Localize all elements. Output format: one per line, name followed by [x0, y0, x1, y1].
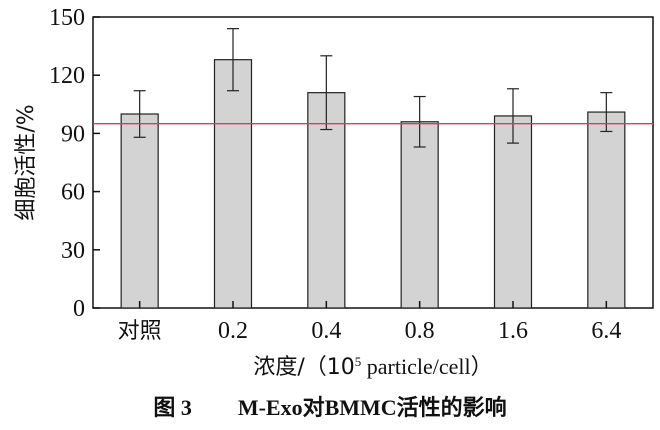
- bar: [587, 111, 626, 309]
- figure-title: M-Exo对BMMC活性的影响: [237, 395, 507, 420]
- y-tick-label: 30: [61, 238, 85, 264]
- bar: [120, 113, 159, 309]
- plot-area: [92, 16, 654, 309]
- x-axis-label-suffix: particle/cell）: [361, 354, 492, 379]
- bar: [400, 121, 439, 309]
- x-tick-label: 0.4: [311, 318, 341, 344]
- y-tick-label: 150: [49, 5, 85, 31]
- error-bars-group: [133, 28, 613, 148]
- figure-number: 图 3: [153, 395, 192, 420]
- y-axis-label: 细胞活性/%: [14, 104, 39, 220]
- bar: [213, 59, 253, 309]
- bar: [493, 115, 533, 309]
- plot-frame: [92, 16, 654, 309]
- x-axis-label-superscript: 5: [355, 354, 362, 369]
- x-tick-label: 1.6: [498, 318, 528, 344]
- x-axis: 对照 0.2 0.4 0.8 1.6 6.4: [118, 301, 621, 344]
- x-tick-label: 6.4: [591, 318, 621, 344]
- x-tick-label: 对照: [118, 319, 162, 344]
- y-tick-label: 120: [49, 63, 85, 89]
- x-axis-label: 浓度/（105 particle/cell）: [253, 354, 492, 380]
- y-tick-label: 60: [61, 180, 85, 206]
- x-axis-label-prefix: 浓度/（10: [253, 355, 354, 380]
- figure-caption: 图 3 M-Exo对BMMC活性的影响: [0, 388, 660, 428]
- x-tick-label: 0.2: [218, 318, 248, 344]
- x-tick-label: 0.8: [405, 318, 435, 344]
- bar-chart: 0 30 60 90 120 150 对照 0.2 0.4 0.8 1.6 6.4 细胞活性/% 浓…: [14, 5, 654, 380]
- y-axis: 0 30 60 90 120 150: [49, 5, 100, 322]
- y-tick-label: 0: [73, 296, 85, 322]
- bars-group: [120, 59, 626, 309]
- y-tick-label: 90: [61, 121, 85, 147]
